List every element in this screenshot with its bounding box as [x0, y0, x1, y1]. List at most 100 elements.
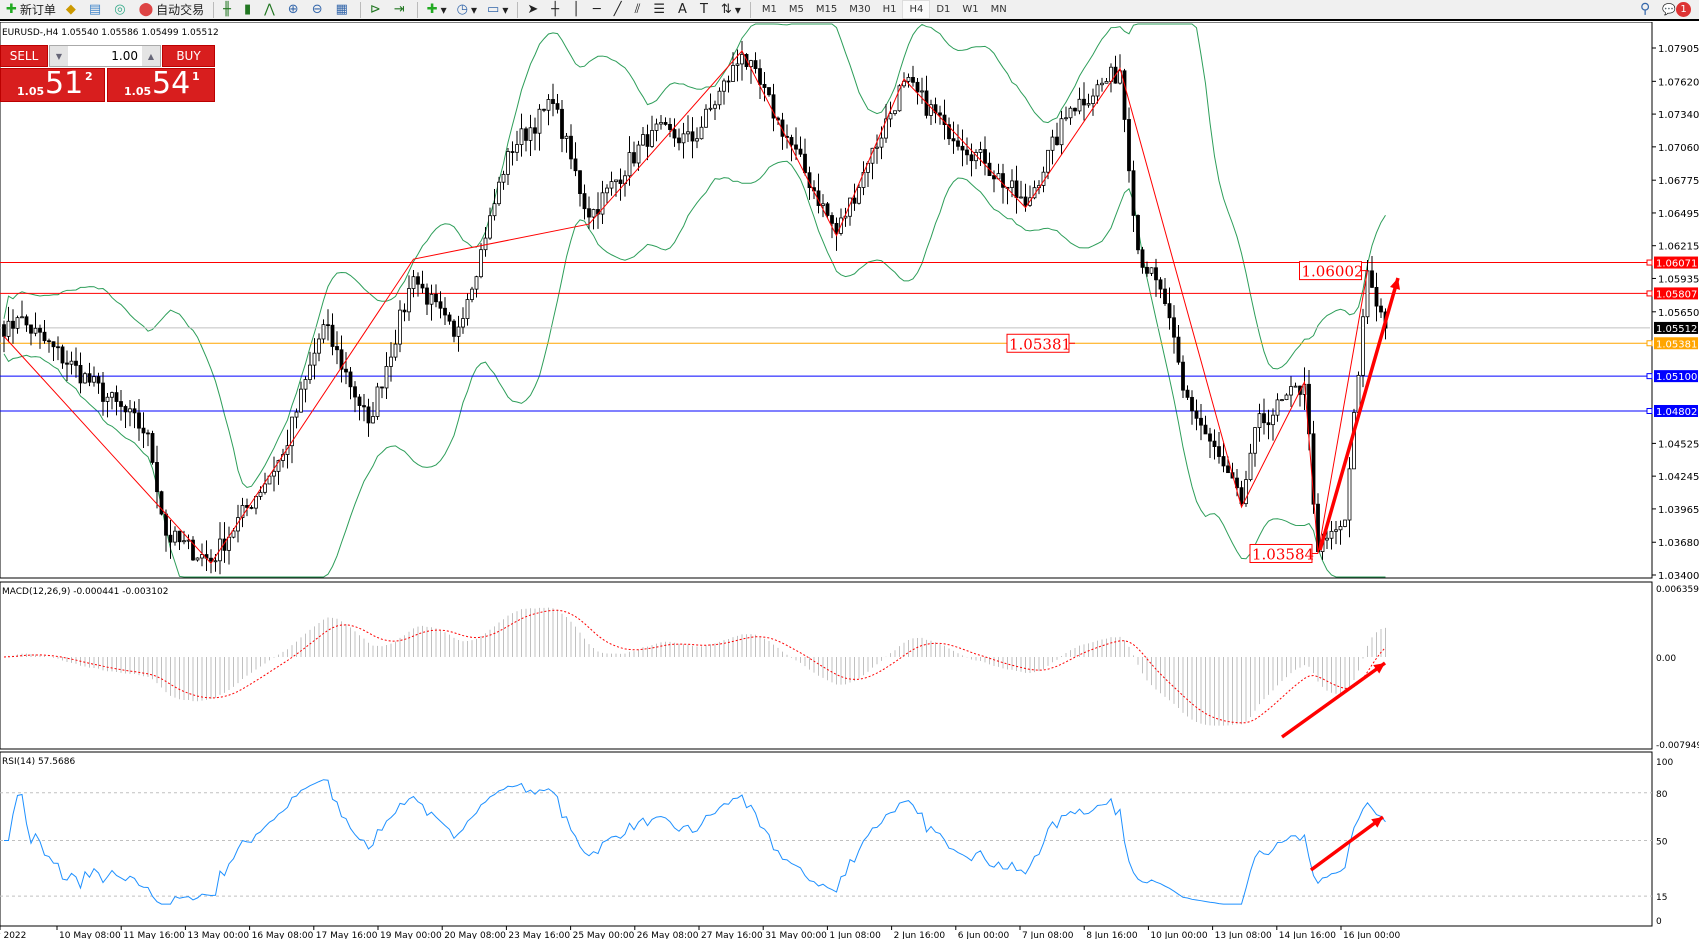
- indicators-button[interactable]: ✚ ▾: [426, 2, 447, 17]
- candle: [677, 128, 681, 151]
- text-icon: A: [678, 2, 687, 17]
- candle-body: [1010, 180, 1014, 188]
- candle: [695, 127, 699, 149]
- lot-decrease-button[interactable]: ▼: [50, 46, 68, 66]
- candle: [20, 300, 24, 319]
- notification-badge: 1: [1676, 1, 1691, 17]
- candle-body: [1145, 266, 1149, 274]
- buy-price-button[interactable]: 1.05 54 1: [107, 66, 215, 102]
- candle-body: [1068, 107, 1073, 119]
- channel-button[interactable]: ⫽: [631, 0, 648, 19]
- candle-body: [249, 507, 254, 509]
- sell-price-button[interactable]: 1.05 51 2: [0, 66, 105, 102]
- candle: [42, 319, 47, 344]
- candle: [1248, 443, 1253, 482]
- macd-label: MACD(12,26,9) -0.000441 -0.003102: [2, 587, 168, 597]
- zoom-out-button[interactable]: ⊖: [308, 0, 330, 19]
- candle-body: [965, 149, 969, 156]
- candle-body: [420, 283, 425, 289]
- templates-button[interactable]: ▭ ▾: [487, 2, 509, 17]
- timeframe-w1[interactable]: W1: [962, 4, 979, 15]
- crosshair-button[interactable]: ┼: [547, 0, 566, 19]
- search-icon[interactable]: ⚲: [1640, 1, 1651, 17]
- fibonacci-button[interactable]: ☰: [649, 0, 672, 19]
- timeframe-m15[interactable]: M15: [815, 4, 838, 15]
- candle-body: [857, 187, 861, 204]
- candle-body: [1190, 396, 1194, 412]
- candle: [366, 398, 371, 437]
- lot-size-value[interactable]: 1.00: [111, 49, 138, 63]
- candle-body: [789, 137, 794, 146]
- chart-shift-button[interactable]: ⇥: [390, 0, 412, 19]
- candle-chart-button[interactable]: ▮: [240, 0, 258, 19]
- timeframe-m5[interactable]: M5: [788, 4, 804, 15]
- candle: [362, 394, 366, 422]
- lot-increase-button[interactable]: ▲: [142, 46, 160, 66]
- navigator-button[interactable]: ▤: [85, 0, 108, 19]
- sell-button[interactable]: SELL: [0, 45, 48, 67]
- autoscroll-button[interactable]: ⊳: [366, 0, 388, 19]
- horizontal-line-button[interactable]: ─: [589, 0, 608, 19]
- candle: [24, 314, 29, 332]
- timeframe-h4[interactable]: H4: [902, 0, 931, 19]
- new-order-button[interactable]: ✚ 新订单: [2, 0, 60, 19]
- signals-button[interactable]: ◎: [110, 0, 132, 19]
- market-watch-button[interactable]: ◆: [62, 0, 83, 19]
- candle-body: [132, 408, 137, 414]
- candle: [123, 404, 128, 428]
- sell-price-pip: 2: [85, 70, 93, 83]
- candle: [1019, 180, 1023, 199]
- candle-body: [371, 416, 375, 424]
- line-chart-button[interactable]: ⋀: [260, 0, 282, 19]
- candle-body: [1280, 399, 1284, 402]
- candle-body: [533, 127, 537, 134]
- timeframe-mn[interactable]: MN: [990, 4, 1007, 15]
- candle: [456, 315, 461, 352]
- candle: [1289, 376, 1293, 407]
- candle: [1284, 393, 1289, 401]
- candle-body: [119, 401, 123, 407]
- candle: [1244, 470, 1248, 507]
- timeframe-m1[interactable]: M1: [761, 4, 777, 15]
- vertical-line-button[interactable]: │: [568, 0, 587, 19]
- crosshair-icon: ┼: [551, 2, 560, 17]
- candle: [803, 138, 807, 176]
- candle: [312, 338, 317, 380]
- candle: [65, 350, 69, 381]
- candle-body: [1158, 279, 1163, 290]
- bar-chart-button[interactable]: ╫: [219, 0, 238, 19]
- notifications-button[interactable]: 💬 1: [1662, 1, 1691, 17]
- trendline-button[interactable]: ╱: [610, 0, 629, 19]
- candle-body: [407, 288, 411, 313]
- buy-button[interactable]: BUY: [162, 45, 215, 67]
- candle: [137, 399, 141, 441]
- buy-price-big: 1.05: [124, 85, 152, 98]
- arrows-button[interactable]: ⇅ ▾: [720, 2, 741, 17]
- timeframe-m30[interactable]: M30: [849, 4, 871, 15]
- chart-area[interactable]: 1.060711.058071.055121.053811.051001.048…: [0, 22, 1699, 939]
- candle-body: [168, 534, 173, 543]
- candle: [1374, 272, 1379, 322]
- candle-body: [1329, 530, 1334, 539]
- cursor-button[interactable]: ➤: [523, 0, 545, 19]
- candle: [101, 372, 105, 416]
- lot-size-field[interactable]: ▼ 1.00 ▲: [49, 45, 161, 67]
- periods-button[interactable]: ◷ ▾: [456, 2, 478, 17]
- candle-body: [11, 320, 15, 329]
- candle-body: [479, 249, 483, 278]
- candle: [69, 351, 74, 375]
- zoom-in-button[interactable]: ⊕: [284, 0, 306, 19]
- label-button[interactable]: T: [696, 0, 715, 19]
- candle-body: [960, 145, 965, 151]
- candle-body: [339, 349, 344, 370]
- arrow-shaft: [1280, 661, 1387, 739]
- timeframe-d1[interactable]: D1: [936, 4, 951, 15]
- candle: [1172, 305, 1176, 354]
- time-tick-label: 13 Jun 08:00: [1215, 931, 1272, 939]
- rsi-plot: [0, 779, 1652, 905]
- candle: [906, 73, 911, 88]
- timeframe-h1[interactable]: H1: [882, 4, 897, 15]
- auto-trading-button[interactable]: ⬤ 自动交易: [135, 0, 209, 19]
- tile-windows-button[interactable]: ▦: [332, 0, 355, 19]
- text-button[interactable]: A: [674, 0, 694, 19]
